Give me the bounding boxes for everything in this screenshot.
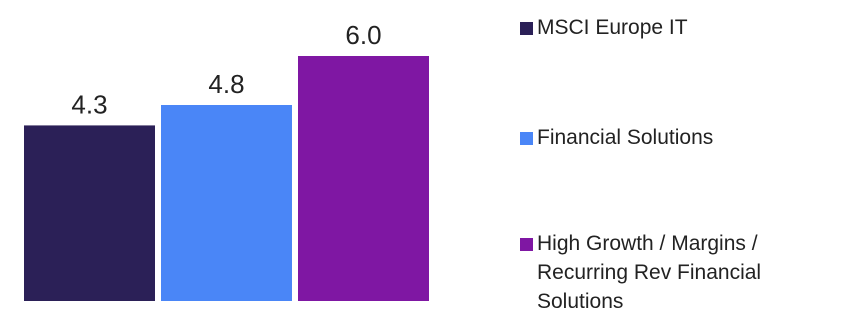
data-label-high-growth-financial-solutions: 6.0 bbox=[345, 20, 381, 50]
legend-item-high-growth-financial-solutions: High Growth / Margins / Recurring Rev Fi… bbox=[520, 229, 827, 316]
legend-label: MSCI Europe IT bbox=[537, 16, 688, 39]
bar-msci-europe-it bbox=[24, 125, 155, 302]
legend-label: Financial Solutions bbox=[537, 126, 714, 149]
legend-label: High Growth / Margins / Recurring Rev Fi… bbox=[537, 232, 762, 313]
legend-swatch-msci-europe-it bbox=[520, 22, 533, 35]
bar-chart: 4.3 4.8 6.0 bbox=[24, 20, 429, 302]
legend-item-financial-solutions: Financial Solutions bbox=[520, 123, 837, 152]
data-label-financial-solutions: 4.8 bbox=[208, 69, 244, 99]
chart-legend: MSCI Europe IT Financial Solutions High … bbox=[520, 0, 850, 327]
legend-swatch-financial-solutions bbox=[520, 132, 533, 145]
legend-swatch-high-growth bbox=[520, 238, 533, 251]
legend-item-msci-europe-it: MSCI Europe IT bbox=[520, 13, 837, 42]
data-label-msci-europe-it: 4.3 bbox=[71, 89, 107, 119]
bar-high-growth-financial-solutions bbox=[298, 56, 429, 301]
bar-financial-solutions bbox=[161, 105, 292, 301]
